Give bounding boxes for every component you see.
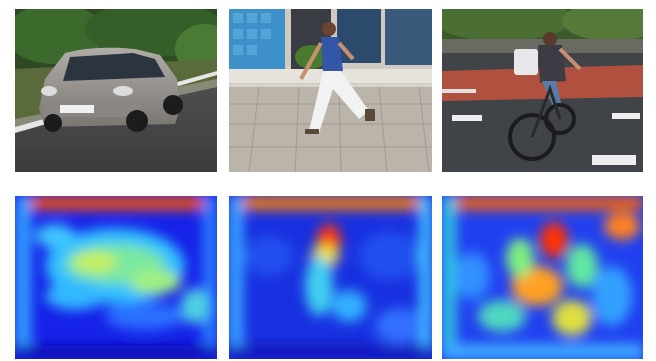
pedestrian-attention-heatmap bbox=[229, 196, 432, 359]
car-attention-heatmap bbox=[15, 196, 217, 359]
cyclist-attention-heatmap bbox=[442, 196, 643, 359]
cyclist-photo bbox=[442, 9, 643, 172]
car-photo bbox=[15, 9, 217, 172]
pedestrian-photo bbox=[229, 9, 432, 172]
